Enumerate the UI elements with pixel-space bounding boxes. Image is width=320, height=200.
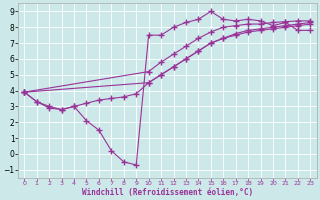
- X-axis label: Windchill (Refroidissement éolien,°C): Windchill (Refroidissement éolien,°C): [82, 188, 253, 197]
